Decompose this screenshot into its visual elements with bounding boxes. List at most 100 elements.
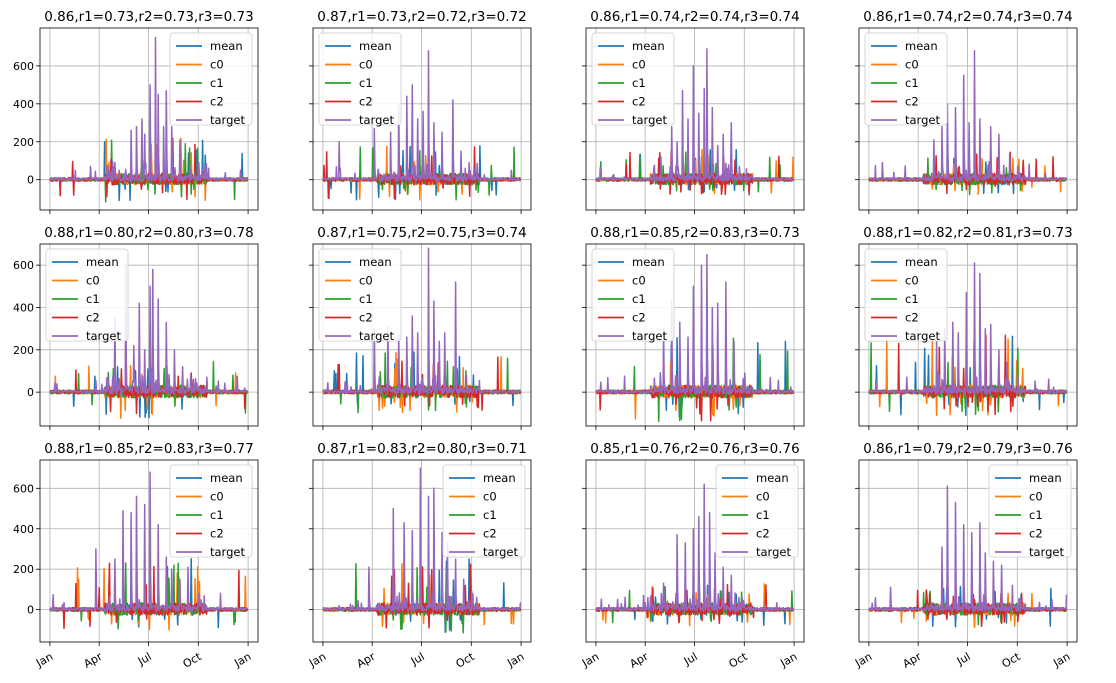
subplot-title: 0.86,r1=0.74,r2=0.74,r3=0.74 xyxy=(863,9,1072,25)
y-tick-label: 600 xyxy=(13,60,34,73)
legend-label-c1: c1 xyxy=(86,292,100,306)
legend-label-c1: c1 xyxy=(632,76,646,90)
plot-area xyxy=(595,48,795,196)
legend-label-target: target xyxy=(632,113,667,127)
subplot-title: 0.88,r1=0.85,r2=0.83,r3=0.73 xyxy=(590,225,799,241)
axes-frame xyxy=(858,459,1078,643)
axes-frame xyxy=(312,243,532,427)
subplot-title: 0.85,r1=0.76,r2=0.76,r3=0.76 xyxy=(590,441,799,457)
legend-label-target: target xyxy=(756,545,791,559)
legend-label-mean: mean xyxy=(632,255,665,269)
legend-label-target: target xyxy=(86,329,121,343)
x-tick-label: Jul xyxy=(681,650,700,668)
legend-label-mean: mean xyxy=(86,255,119,269)
y-tick-label: 200 xyxy=(13,563,34,576)
y-tick-label: 0 xyxy=(27,174,34,187)
axes-frame xyxy=(858,27,1078,211)
x-tick-label: Jul xyxy=(135,650,154,668)
legend: mean c0 c1 c2 target xyxy=(442,464,526,559)
subplot-9: 0.88,r1=0.85,r2=0.83,r3=0.77 0 200 400 600 Ja… xyxy=(13,441,259,671)
subplot-title: 0.86,r1=0.74,r2=0.74,r3=0.74 xyxy=(590,9,799,25)
legend-label-mean: mean xyxy=(905,39,938,53)
y-tick-label: 200 xyxy=(13,344,34,357)
legend-label-c1: c1 xyxy=(905,292,919,306)
subplot-11: 0.85,r1=0.76,r2=0.76,r3=0.76 Jan Apr Jul Oct… xyxy=(579,441,805,671)
legend-label-c1: c1 xyxy=(210,508,224,522)
plot-area xyxy=(595,253,795,422)
y-tick-label: 400 xyxy=(13,301,34,314)
legend: mean c0 c1 c2 target xyxy=(864,32,948,127)
series-target-line xyxy=(868,262,1068,395)
y-tick-label: 400 xyxy=(13,523,34,536)
y-tick-label: 0 xyxy=(27,386,34,399)
subplot-title: 0.86,r1=0.79,r2=0.79,r3=0.76 xyxy=(863,441,1072,457)
x-tick-label: Jan xyxy=(1050,650,1072,670)
legend-label-c2: c2 xyxy=(632,95,646,109)
axes-frame xyxy=(585,459,805,643)
y-tick-label: 0 xyxy=(27,604,34,617)
legend-label-c1: c1 xyxy=(359,292,373,306)
x-tick-label: Apr xyxy=(355,650,378,671)
legend: mean c0 c1 c2 target xyxy=(715,464,799,559)
x-tick-label: Oct xyxy=(454,650,478,671)
subplot-12: 0.86,r1=0.79,r2=0.79,r3=0.76 Jan Apr Jul Oct… xyxy=(852,441,1078,671)
series-target-line xyxy=(322,467,522,613)
legend-label-c0: c0 xyxy=(905,274,919,288)
legend-label-c2: c2 xyxy=(359,311,373,325)
axes-frame xyxy=(858,243,1078,427)
series-target-line xyxy=(595,483,795,613)
subplot-6: 0.87,r1=0.75,r2=0.75,r3=0.74 mean c0 c1 c2 ta… xyxy=(309,225,532,430)
legend: mean c0 c1 c2 target xyxy=(864,248,948,343)
legend: mean c0 c1 c2 target xyxy=(988,464,1072,559)
series-target-line xyxy=(49,264,248,395)
x-tick-label: Jan xyxy=(231,650,253,670)
y-tick-label: 600 xyxy=(13,482,34,495)
plot-area xyxy=(322,467,522,634)
axes-frame xyxy=(312,27,532,211)
legend-label-mean: mean xyxy=(632,39,665,53)
legend-label-target: target xyxy=(483,545,518,559)
legend-label-c1: c1 xyxy=(210,76,224,90)
axes-frame xyxy=(312,459,532,643)
x-tick-label: Jul xyxy=(408,650,427,668)
legend-label-target: target xyxy=(632,329,667,343)
subplot-5: 0.88,r1=0.80,r2=0.80,r3=0.78 0 200 400 600 me… xyxy=(13,225,259,430)
legend: mean c0 c1 c2 target xyxy=(318,248,402,343)
legend-label-c2: c2 xyxy=(483,527,497,541)
x-tick-label: Apr xyxy=(82,650,105,671)
plot-area xyxy=(868,485,1068,628)
axes-frame xyxy=(585,243,805,427)
x-tick-label: Jan xyxy=(852,650,874,670)
legend-label-c0: c0 xyxy=(86,274,100,288)
subplot-8: 0.88,r1=0.82,r2=0.81,r3=0.73 mean c0 c1 c2 ta… xyxy=(855,225,1078,430)
x-tick-label: Jan xyxy=(504,650,526,670)
legend-label-c0: c0 xyxy=(905,58,919,72)
legend-label-c2: c2 xyxy=(86,311,100,325)
plot-area xyxy=(322,50,522,201)
subplot-3: 0.86,r1=0.74,r2=0.74,r3=0.74 mean c0 c1 c2 ta… xyxy=(582,9,805,214)
plot-area xyxy=(868,262,1068,417)
subplot-title: 0.87,r1=0.75,r2=0.75,r3=0.74 xyxy=(317,225,526,241)
legend-label-mean: mean xyxy=(210,39,243,53)
axes-frame xyxy=(39,27,259,211)
legend-label-c2: c2 xyxy=(359,95,373,109)
series-target-line xyxy=(868,50,1067,182)
x-tick-label: Jan xyxy=(777,650,799,670)
plot-area xyxy=(49,471,249,631)
legend-label-c1: c1 xyxy=(359,76,373,90)
x-tick-label: Jan xyxy=(33,650,55,670)
legend-label-c2: c2 xyxy=(210,527,224,541)
series-target-line xyxy=(49,471,249,612)
subplot-title: 0.86,r1=0.73,r2=0.73,r3=0.73 xyxy=(44,9,253,25)
plot-area xyxy=(49,36,249,203)
legend-label-c2: c2 xyxy=(905,311,919,325)
legend-label-mean: mean xyxy=(210,471,243,485)
subplot-10: 0.87,r1=0.83,r2=0.80,r3=0.71 Jan Apr Jul Oct… xyxy=(306,441,532,671)
legend-label-c1: c1 xyxy=(756,508,770,522)
legend-label-c0: c0 xyxy=(756,490,770,504)
legend-label-target: target xyxy=(359,113,394,127)
plot-area xyxy=(322,247,522,414)
y-tick-label: 600 xyxy=(13,259,34,272)
